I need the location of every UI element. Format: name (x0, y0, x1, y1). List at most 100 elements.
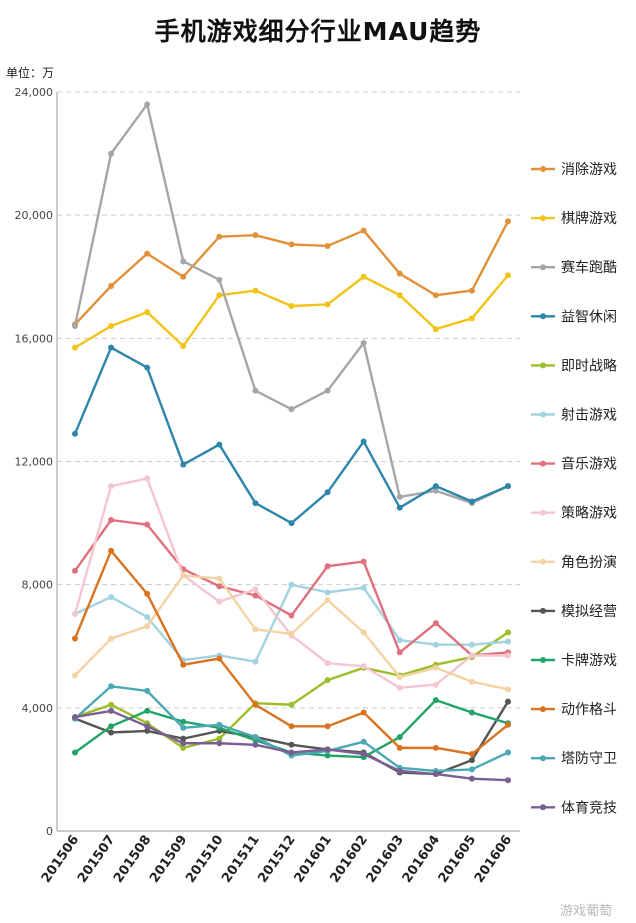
data-point (144, 723, 151, 730)
data-point (432, 487, 439, 494)
y-tick-label: 4,000 (22, 702, 54, 715)
data-point (396, 649, 403, 656)
data-point (216, 655, 223, 662)
data-point (108, 282, 115, 289)
legend-label: 消除游戏 (561, 162, 617, 178)
data-point (468, 498, 475, 505)
data-point (505, 483, 511, 490)
legend-item: 赛车跑酷 (531, 259, 617, 276)
data-point (108, 323, 115, 330)
legend-label: 动作格斗 (561, 702, 617, 718)
data-point (72, 635, 78, 642)
data-point (288, 630, 295, 637)
data-point (468, 652, 475, 659)
data-point (144, 707, 151, 714)
legend-item: 射击游戏 (531, 408, 617, 424)
series-5 (72, 581, 511, 665)
data-point (505, 749, 511, 756)
legend-label: 音乐游戏 (561, 456, 617, 473)
series-line (73, 346, 509, 525)
data-point (360, 339, 367, 346)
series-8 (72, 572, 511, 693)
data-point (396, 744, 403, 751)
data-point (396, 270, 403, 277)
data-point (72, 323, 78, 330)
data-point (360, 738, 367, 745)
legend-label: 棋牌游戏 (561, 210, 617, 227)
legend-item: 策略游戏 (531, 505, 617, 522)
data-point (324, 387, 331, 394)
data-point (468, 315, 475, 322)
legend-label: 角色扮演 (561, 554, 617, 571)
legend-label: 即时战略 (561, 358, 617, 374)
chart-title: 手机游戏细分行业MAU趋势 (154, 17, 482, 46)
legend-label: 射击游戏 (561, 408, 617, 424)
series-line (74, 583, 509, 663)
y-axis-ticks: 0 4,000 8,000 12,000 16,000 20,000 24,000 (15, 86, 54, 838)
data-point (108, 517, 115, 524)
data-point (505, 629, 511, 636)
data-point (468, 751, 475, 758)
data-point (144, 250, 151, 257)
series-13 (72, 707, 511, 784)
data-point (180, 724, 187, 731)
data-point (432, 697, 439, 704)
legend-label: 赛车跑酷 (561, 259, 617, 276)
legend-item: 模拟经营 (531, 604, 617, 620)
data-point (144, 364, 151, 371)
data-point (432, 326, 439, 333)
legend-item: 消除游戏 (531, 162, 617, 178)
data-point (396, 734, 403, 741)
data-point (505, 218, 511, 225)
series-line (74, 274, 509, 349)
data-point (288, 612, 295, 619)
data-point (324, 752, 331, 759)
data-point (288, 749, 295, 756)
data-point (360, 438, 367, 445)
series-layer (72, 101, 511, 784)
data-point (72, 672, 78, 679)
data-point (144, 521, 151, 528)
data-point (216, 598, 223, 605)
x-tick-label: 201606 (472, 833, 515, 886)
data-point (108, 150, 115, 157)
data-point (468, 678, 475, 685)
data-point (468, 775, 475, 782)
data-point (505, 652, 511, 659)
data-point (216, 292, 223, 299)
legend-swatch-marker (540, 460, 546, 467)
data-point (252, 500, 259, 507)
data-point (360, 709, 367, 716)
series-9 (72, 698, 511, 778)
data-point (252, 387, 259, 394)
data-point (216, 740, 223, 747)
data-point (288, 241, 295, 248)
data-point (468, 641, 475, 648)
legend-label: 策略游戏 (561, 505, 617, 522)
legend-item: 动作格斗 (531, 702, 617, 718)
data-point (108, 344, 115, 351)
data-point (72, 714, 78, 721)
data-point (396, 684, 403, 691)
data-point (144, 101, 151, 108)
data-point (72, 567, 78, 574)
data-point (396, 504, 403, 511)
legend-item: 棋牌游戏 (531, 210, 617, 227)
legend-swatch-marker (540, 657, 546, 663)
data-point (396, 637, 403, 644)
series-0 (72, 218, 511, 328)
data-point (505, 638, 511, 645)
legend: 消除游戏棋牌游戏赛车跑酷益智休闲即时战略射击游戏音乐游戏策略游戏角色扮演模拟经营… (531, 162, 617, 816)
data-point (324, 563, 331, 570)
data-point (180, 740, 187, 747)
data-point (216, 735, 223, 742)
legend-swatch-marker (540, 313, 546, 320)
data-point (252, 287, 259, 294)
data-point (216, 583, 223, 590)
data-point (360, 663, 367, 670)
data-point (216, 721, 223, 728)
data-point (180, 343, 187, 350)
data-point (108, 729, 115, 736)
data-point (144, 590, 151, 597)
